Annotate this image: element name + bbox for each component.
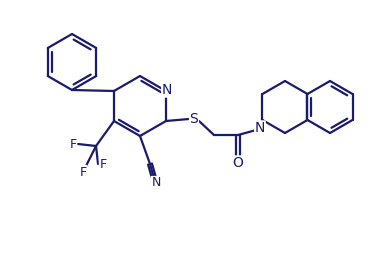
- Text: N: N: [151, 177, 161, 189]
- Text: F: F: [79, 166, 87, 179]
- Text: F: F: [99, 157, 106, 170]
- Text: O: O: [233, 156, 243, 170]
- Text: F: F: [69, 137, 77, 151]
- Text: N: N: [162, 83, 172, 97]
- Text: S: S: [190, 112, 199, 126]
- Text: N: N: [255, 121, 265, 135]
